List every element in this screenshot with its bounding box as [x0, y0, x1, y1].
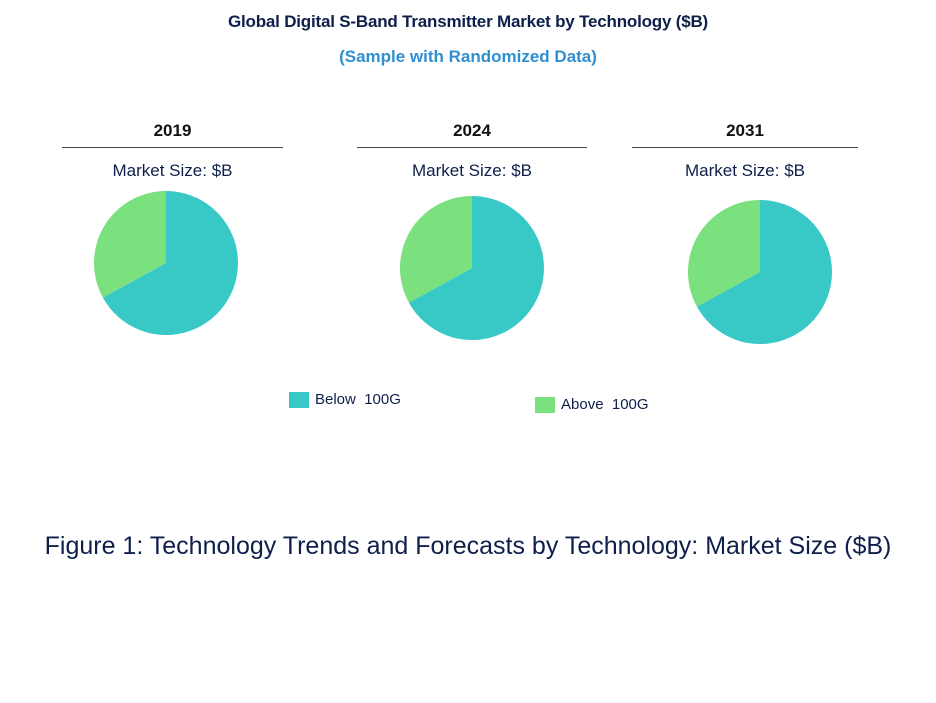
- pie-slice-2024-above-100g: [399, 196, 472, 303]
- chart-subtitle: (Sample with Randomized Data): [339, 47, 597, 66]
- pie-slice-2031-below-100g: [696, 200, 833, 345]
- panel-market-size-2031: Market Size: $B: [685, 161, 805, 180]
- legend-swatch-below-100g: [289, 391, 309, 408]
- panel-year-2019: 2019: [153, 121, 192, 140]
- pie-slice-2031-above-100g: [688, 200, 760, 307]
- panel-year-2024: 2024: [453, 121, 491, 140]
- pie-slice-2019-below-100g: [102, 191, 239, 336]
- legend-label-above-100g: Above 100G: [561, 396, 649, 413]
- panel-year-2031: 2031: [726, 121, 764, 140]
- figure-caption: Figure 1: Technology Trends and Forecast…: [44, 532, 892, 560]
- panel-divider-2019: [62, 147, 283, 148]
- legend-swatch-above-100g: [535, 396, 555, 413]
- legend-label-below-100g: Below 100G: [315, 391, 401, 408]
- chart-title: Global Digital S-Band Transmitter Market…: [227, 12, 708, 31]
- pie-slice-2024-below-100g: [408, 196, 544, 340]
- panel-market-size-2024: Market Size: $B: [412, 161, 532, 180]
- panel-divider-2031: [632, 147, 858, 148]
- legend-item-above-100g: Above 100G: [535, 396, 649, 413]
- panel-divider-2024: [357, 147, 587, 148]
- legend-item-below-100g: Below 100G: [289, 391, 401, 408]
- panel-market-size-2019: Market Size: $B: [112, 161, 233, 180]
- pie-slice-2019-above-100g: [94, 191, 166, 298]
